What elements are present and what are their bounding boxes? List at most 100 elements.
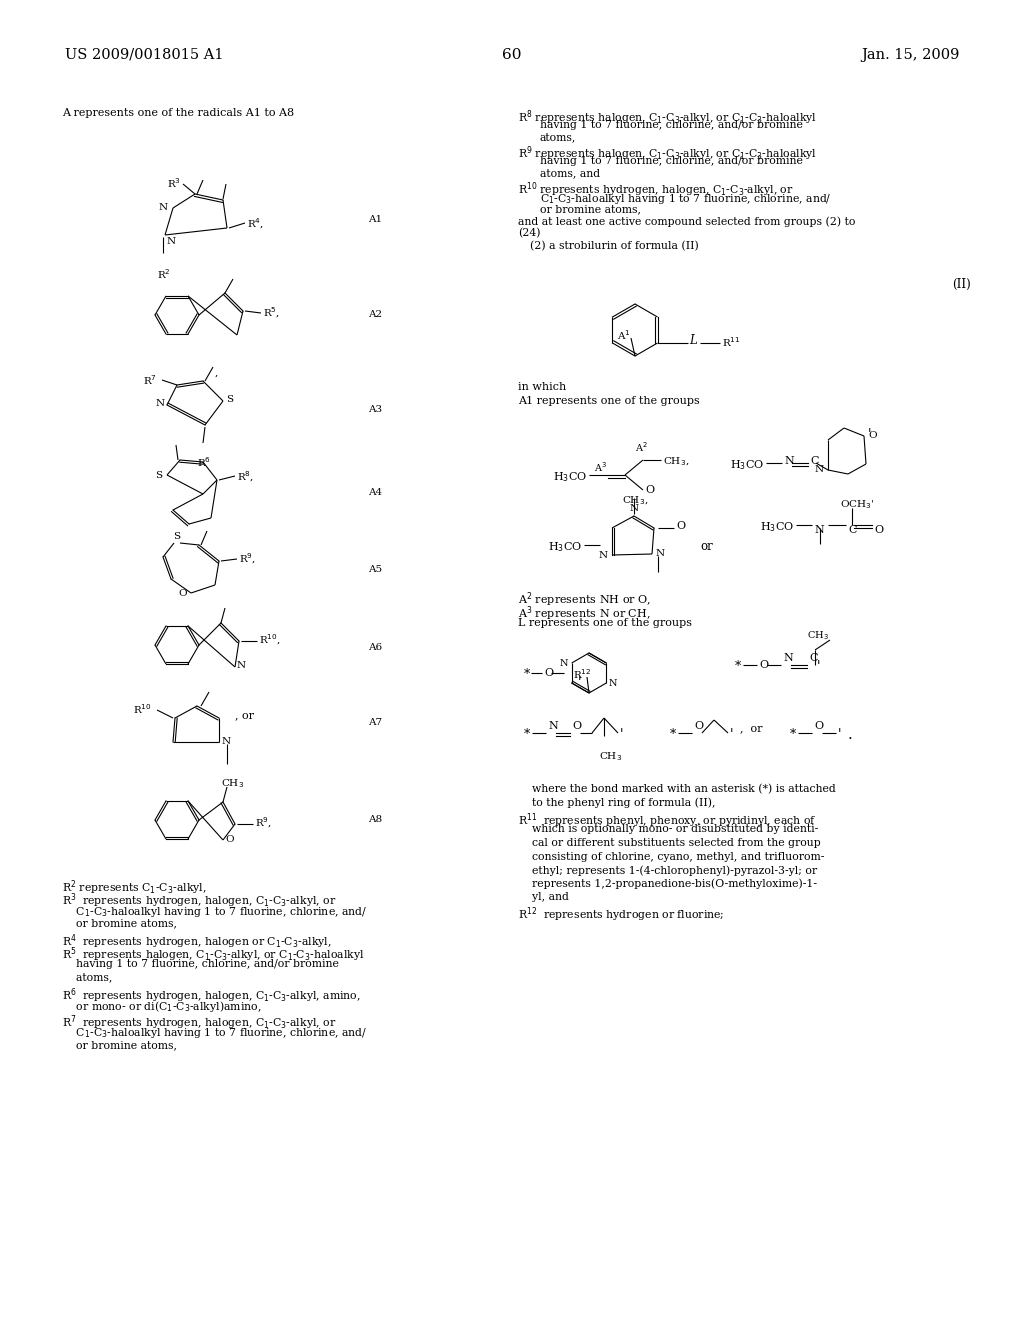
Text: ,: , [215,370,218,378]
Text: *: * [670,729,676,741]
Text: R$^2$ represents C$_1$-C$_3$-alkyl,: R$^2$ represents C$_1$-C$_3$-alkyl, [62,878,207,896]
Text: N: N [222,738,231,747]
Text: A6: A6 [368,643,382,652]
Text: R$^8$,: R$^8$, [237,470,254,484]
Text: A4: A4 [368,488,382,498]
Text: N: N [156,399,165,408]
Text: R$^9$,: R$^9$, [255,816,272,830]
Text: A3: A3 [368,405,382,414]
Text: R$^6$  represents hydrogen, halogen, C$_1$-C$_3$-alkyl, amino,: R$^6$ represents hydrogen, halogen, C$_1… [62,986,360,1005]
Text: Jan. 15, 2009: Jan. 15, 2009 [861,48,961,62]
Text: having 1 to 7 fluorine, chlorine, and/or bromine: having 1 to 7 fluorine, chlorine, and/or… [540,156,803,166]
Text: S: S [226,395,233,404]
Text: (II): (II) [952,279,971,290]
Text: N: N [630,504,639,513]
Text: C$_1$-C$_3$-haloalkyl having 1 to 7 fluorine, chlorine, and/: C$_1$-C$_3$-haloalkyl having 1 to 7 fluo… [540,191,831,206]
Text: A8: A8 [368,814,382,824]
Text: A$^2$ represents NH or O,: A$^2$ represents NH or O, [518,590,651,609]
Text: or: or [700,540,713,553]
Text: or bromine atoms,: or bromine atoms, [62,919,177,928]
Text: R$^7$  represents hydrogen, halogen, C$_1$-C$_3$-alkyl, or: R$^7$ represents hydrogen, halogen, C$_1… [62,1012,336,1032]
Text: N: N [814,525,823,535]
Text: .: . [848,729,853,742]
Text: *: * [790,729,797,741]
Text: or bromine atoms,: or bromine atoms, [62,1040,177,1049]
Text: N: N [167,238,176,246]
Text: C$_1$-C$_3$-haloalkyl having 1 to 7 fluorine, chlorine, and/: C$_1$-C$_3$-haloalkyl having 1 to 7 fluo… [62,1027,368,1040]
Text: L represents one of the groups: L represents one of the groups [518,618,692,628]
Text: which is optionally mono- or disubstituted by identi-: which is optionally mono- or disubstitut… [518,825,818,834]
Text: A$^2$: A$^2$ [635,440,648,454]
Text: R$^5$  represents halogen, C$_1$-C$_3$-alkyl, or C$_1$-C$_3$-haloalkyl: R$^5$ represents halogen, C$_1$-C$_3$-al… [62,945,365,964]
Text: N: N [608,678,616,688]
Text: R$^4$,: R$^4$, [247,216,264,231]
Text: R$^{11}$  represents phenyl, phenoxy, or pyridinyl, each of: R$^{11}$ represents phenyl, phenoxy, or … [518,810,817,829]
Text: and at least one active compound selected from groups (2) to: and at least one active compound selecte… [518,216,855,227]
Text: O: O [759,660,768,671]
Text: A1: A1 [368,215,382,224]
Text: R$^4$  represents hydrogen, halogen or C$_1$-C$_3$-alkyl,: R$^4$ represents hydrogen, halogen or C$… [62,932,332,950]
Text: *: * [524,668,530,681]
Text: ,  or: , or [740,723,763,733]
Text: ': ' [868,428,871,441]
Text: N: N [237,660,246,669]
Text: R$^7$: R$^7$ [143,374,157,387]
Text: R$^3$: R$^3$ [167,176,181,190]
Text: N: N [784,455,794,466]
Text: having 1 to 7 fluorine, chlorine, and/or bromine: having 1 to 7 fluorine, chlorine, and/or… [540,120,803,129]
Text: R$^3$  represents hydrogen, halogen, C$_1$-C$_3$-alkyl, or: R$^3$ represents hydrogen, halogen, C$_1… [62,891,336,909]
Text: or mono- or di(C$_1$-C$_3$-alkyl)amino,: or mono- or di(C$_1$-C$_3$-alkyl)amino, [62,999,261,1015]
Text: having 1 to 7 fluorine, chlorine, and/or bromine: having 1 to 7 fluorine, chlorine, and/or… [62,960,339,969]
Text: to the phenyl ring of formula (II),: to the phenyl ring of formula (II), [518,797,716,808]
Text: R$^2$: R$^2$ [157,267,171,281]
Text: *: * [524,729,530,741]
Text: R$^6$: R$^6$ [197,455,211,469]
Text: H$_3$CO: H$_3$CO [548,540,582,554]
Text: R$^8$ represents halogen, C$_1$-C$_3$-alkyl, or C$_1$-C$_3$-haloalkyl: R$^8$ represents halogen, C$_1$-C$_3$-al… [518,108,817,127]
Text: O: O [225,836,233,845]
Text: R$^{11}$: R$^{11}$ [722,335,740,348]
Text: ': ' [730,729,733,741]
Text: atoms,: atoms, [540,132,577,143]
Text: N: N [559,659,567,668]
Text: N: N [783,653,793,663]
Text: N: N [656,549,666,558]
Text: ': ' [578,676,582,689]
Text: N: N [548,721,558,731]
Text: R$^{10}$ represents hydrogen, halogen, C$_1$-C$_3$-alkyl, or: R$^{10}$ represents hydrogen, halogen, C… [518,180,794,198]
Text: L: L [689,334,697,347]
Text: R$^9$,: R$^9$, [239,552,256,566]
Text: atoms,: atoms, [62,973,113,982]
Text: C: C [848,525,856,535]
Text: A represents one of the radicals A1 to A8: A represents one of the radicals A1 to A… [62,108,294,117]
Text: C$_1$-C$_3$-haloalkyl having 1 to 7 fluorine, chlorine, and/: C$_1$-C$_3$-haloalkyl having 1 to 7 fluo… [62,906,368,919]
Text: N: N [815,466,824,474]
Text: S: S [173,532,180,541]
Text: *: * [735,660,741,673]
Text: N: N [599,550,608,560]
Text: where the bond marked with an asterisk (*) is attached: where the bond marked with an asterisk (… [518,784,836,795]
Text: ': ' [817,660,820,673]
Text: (2) a strobilurin of formula (II): (2) a strobilurin of formula (II) [530,242,698,251]
Text: R$^9$ represents halogen, C$_1$-C$_3$-alkyl, or C$_1$-C$_3$-haloalkyl: R$^9$ represents halogen, C$_1$-C$_3$-al… [518,144,817,162]
Text: ': ' [620,729,624,741]
Text: R$^5$,: R$^5$, [263,306,281,321]
Text: O: O [178,589,187,598]
Text: H$_3$CO: H$_3$CO [553,470,587,484]
Text: ethyl; represents 1-(4-chlorophenyl)-pyrazol-3-yl; or: ethyl; represents 1-(4-chlorophenyl)-pyr… [518,865,817,875]
Text: N: N [159,203,168,213]
Text: A5: A5 [368,565,382,574]
Text: CH$_3$: CH$_3$ [807,630,828,642]
Text: H$_3$CO: H$_3$CO [730,458,764,471]
Text: A2: A2 [368,310,382,319]
Text: S: S [155,470,162,479]
Text: A1 represents one of the groups: A1 represents one of the groups [518,396,699,407]
Text: , or: , or [234,710,254,719]
Text: CH$_3$: CH$_3$ [221,777,244,789]
Text: O: O [676,521,685,531]
Text: R$^{10}$: R$^{10}$ [133,702,152,715]
Text: R$^{10}$,: R$^{10}$, [259,634,281,647]
Text: A$^1$: A$^1$ [617,327,631,342]
Text: O: O [874,525,883,535]
Text: 60: 60 [502,48,522,62]
